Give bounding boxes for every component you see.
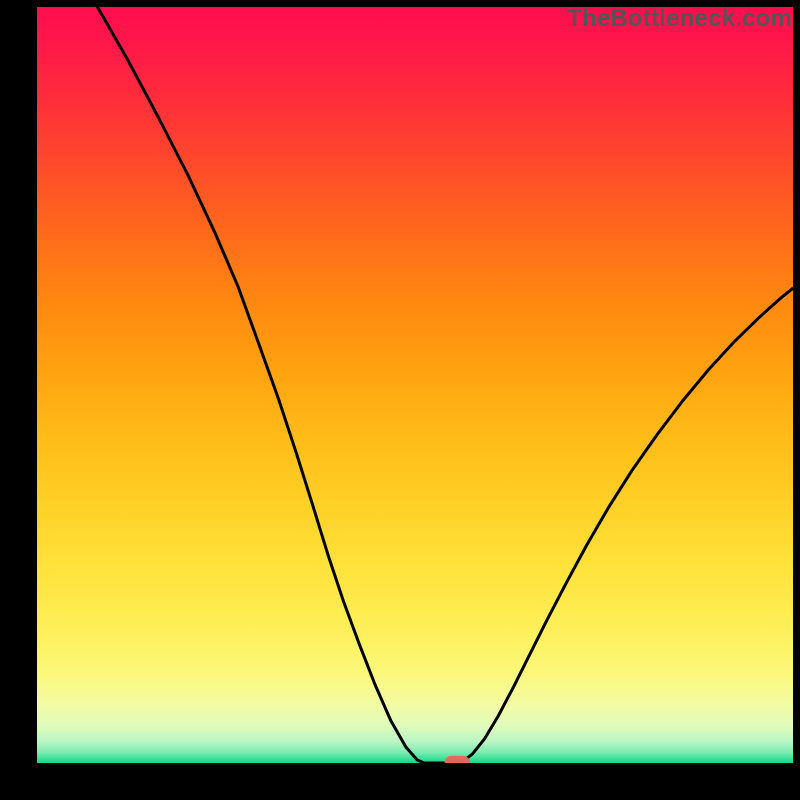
bottleneck-curve (97, 7, 793, 763)
curve-layer (37, 7, 793, 763)
chart-stage: TheBottleneck.com (0, 0, 800, 800)
bottleneck-marker (444, 756, 470, 763)
plot-area (37, 7, 793, 763)
watermark-text: TheBottleneck.com (567, 5, 792, 33)
